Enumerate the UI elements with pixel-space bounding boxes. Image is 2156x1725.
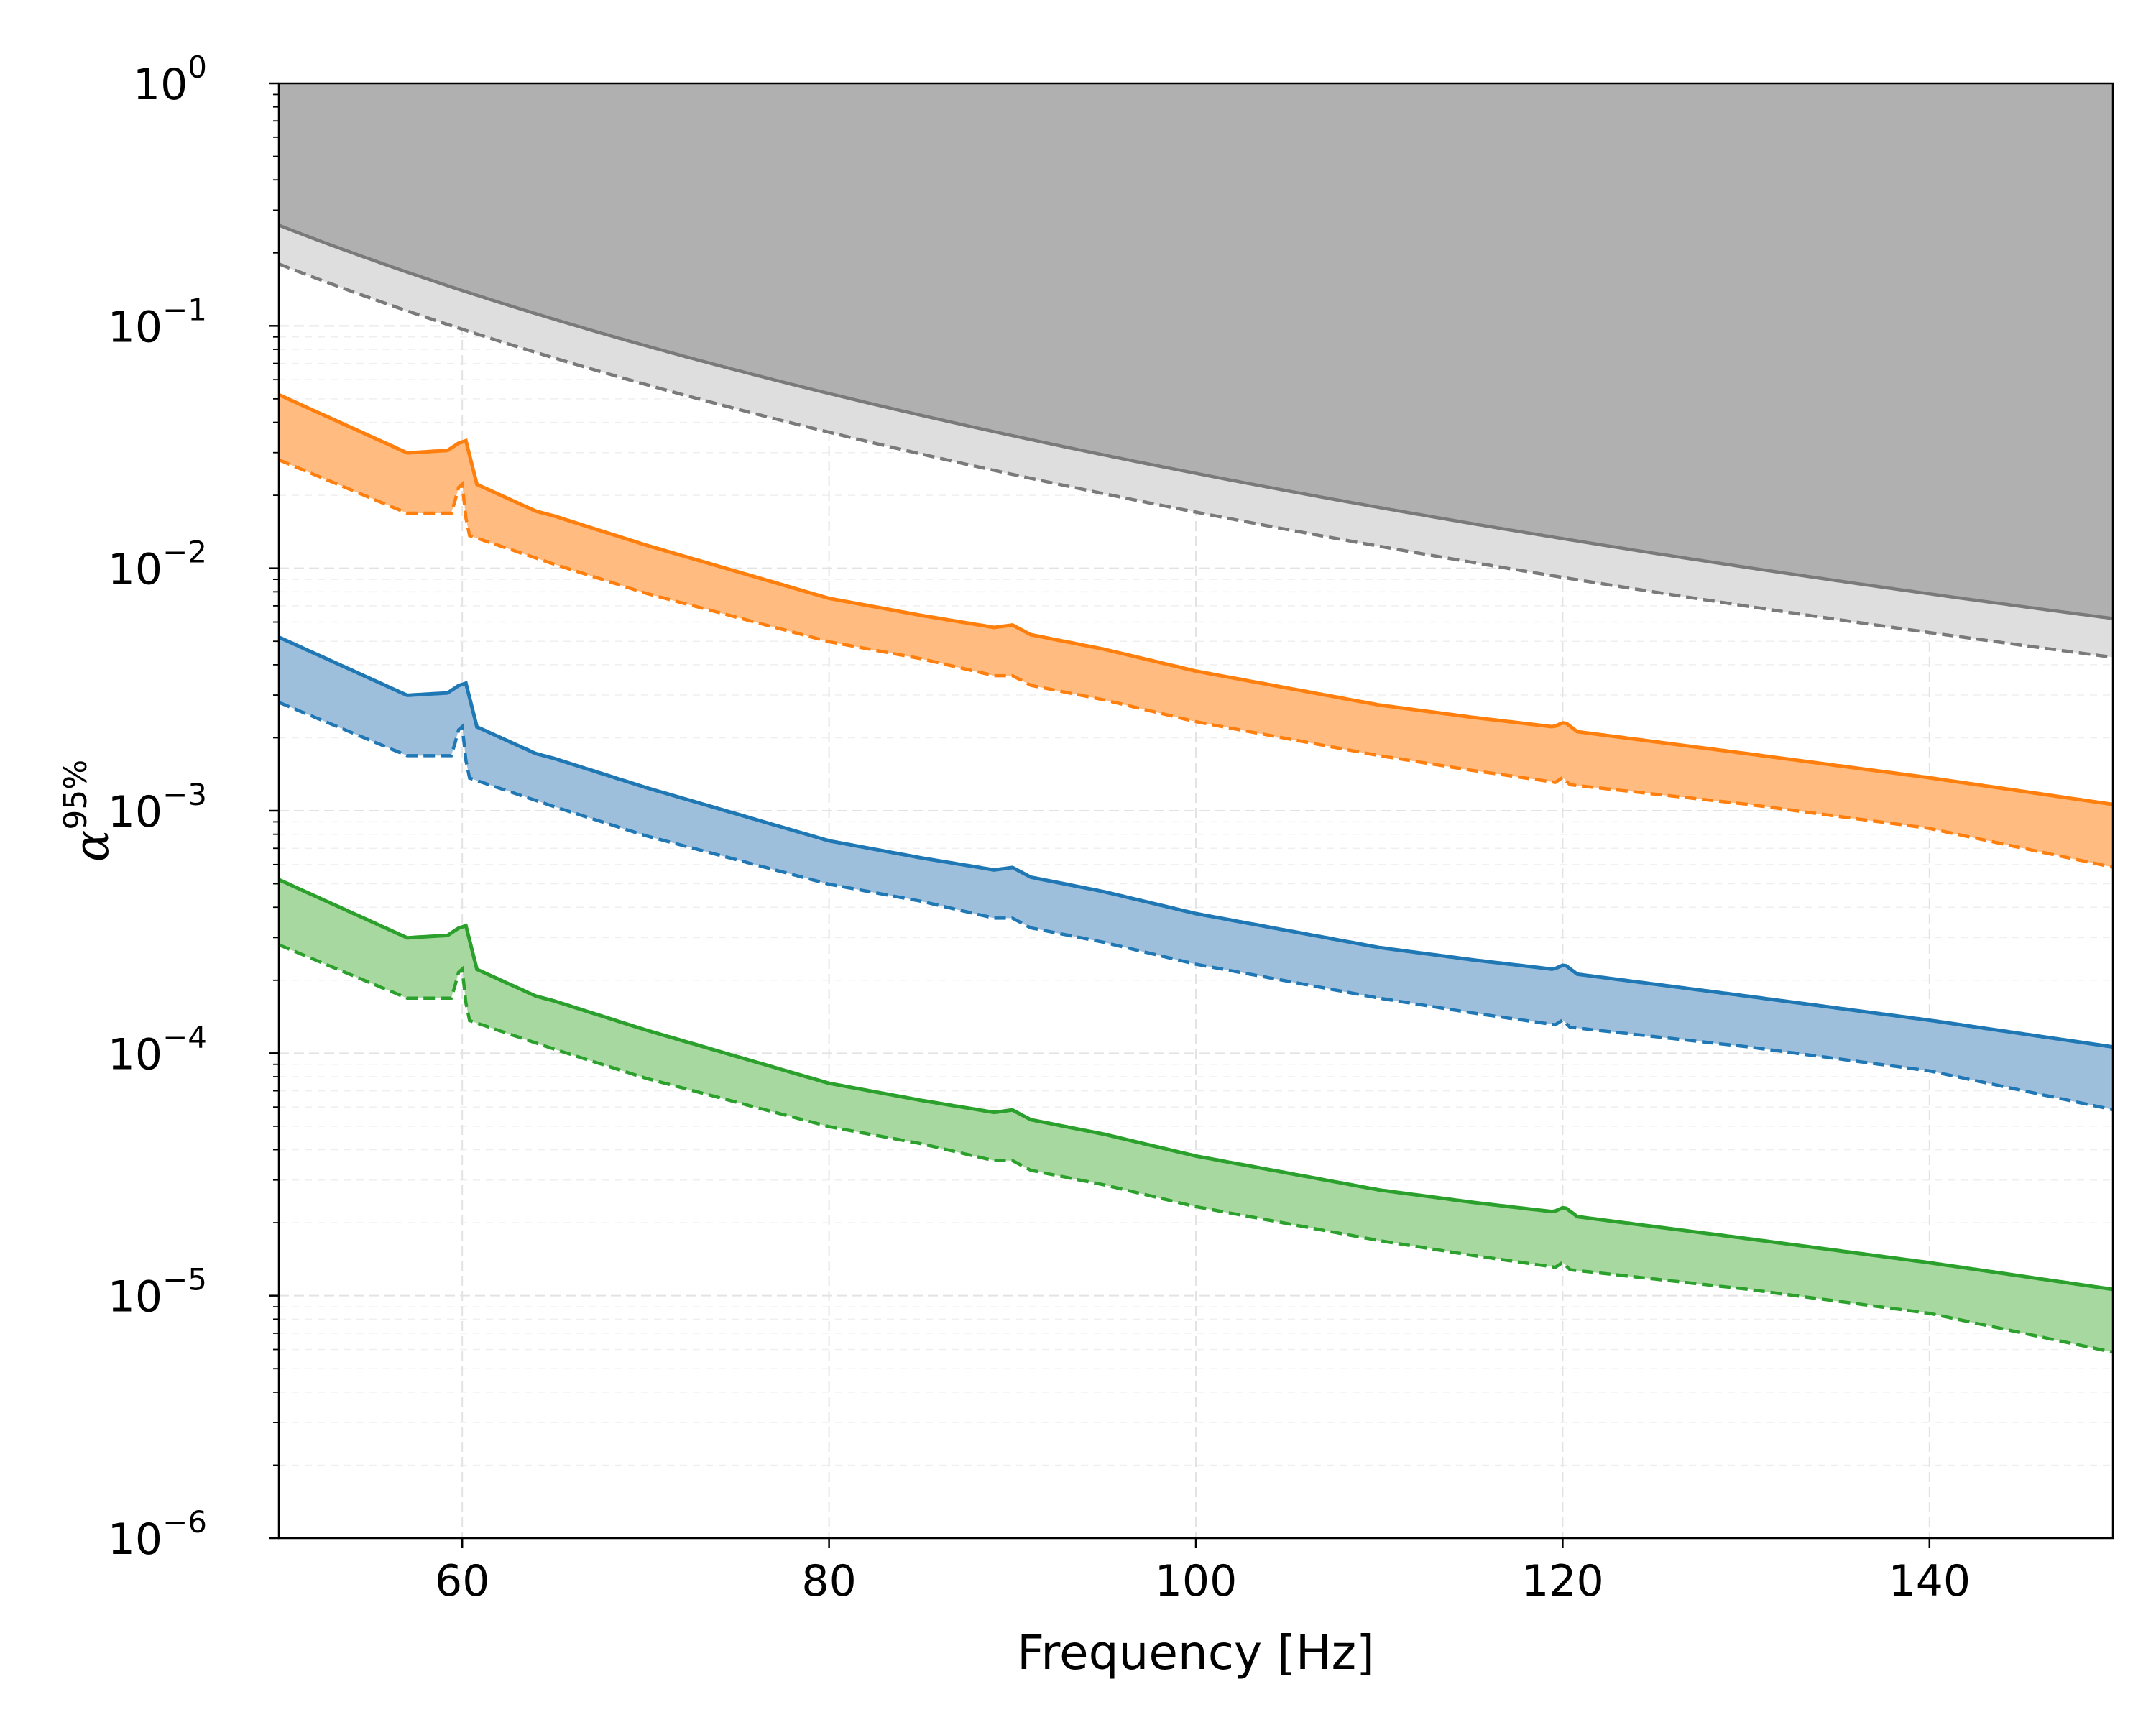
series-lower-line-orange — [278, 458, 2114, 869]
excluded-band — [279, 225, 2113, 658]
x-tick-label: 100 — [1155, 1556, 1238, 1606]
x-tick-label: 80 — [801, 1556, 856, 1606]
x-tick-label: 60 — [435, 1556, 489, 1606]
y-tick-label: 10−1 — [108, 292, 207, 352]
series-lower-line-blue — [278, 701, 2114, 1112]
y-tick-base: 10 — [108, 1029, 162, 1080]
series-upper-line-green — [277, 878, 2114, 1292]
y-tick-label: 10−4 — [108, 1019, 207, 1080]
y-tick-exponent: −6 — [162, 1504, 207, 1540]
excluded-region — [278, 83, 2114, 659]
series-group — [277, 392, 2114, 1354]
x-tick-label: 140 — [1889, 1556, 1971, 1606]
series-upper-line-orange — [277, 392, 2114, 806]
y-tick-base: 10 — [108, 545, 162, 595]
y-tick-base: 10 — [108, 787, 162, 837]
series-band-green — [279, 879, 2113, 1353]
y-tick-exponent: 0 — [188, 50, 207, 85]
excluded-dashed-edge — [278, 262, 2114, 659]
y-tick-exponent: −2 — [162, 535, 207, 570]
y-tick-label: 10−5 — [108, 1262, 207, 1322]
y-tick-base: 10 — [108, 1514, 162, 1565]
y-tick-label: 10−6 — [108, 1504, 207, 1565]
y-tick-exponent: −5 — [162, 1262, 207, 1297]
excluded-solid-edge — [278, 224, 2114, 620]
series-lower-line-green — [278, 943, 2114, 1354]
y-axis-label-sup: 95% — [57, 760, 94, 830]
series-band-blue — [279, 637, 2113, 1110]
y-tick-exponent: −3 — [162, 777, 207, 812]
excluded-area — [279, 83, 2113, 619]
x-tick-label: 120 — [1521, 1556, 1604, 1606]
y-tick-exponent: −1 — [162, 292, 207, 327]
y-tick-base: 10 — [133, 60, 188, 110]
series-band-orange — [279, 395, 2113, 868]
y-tick-base: 10 — [108, 1272, 162, 1322]
y-tick-exponent: −4 — [162, 1019, 207, 1054]
x-axis-label: Frequency [Hz] — [1017, 1625, 1375, 1680]
y-axis-label-base: α — [64, 830, 119, 862]
series-upper-line-blue — [277, 635, 2114, 1049]
y-tick-label: 100 — [133, 50, 207, 110]
y-tick-label: 10−3 — [108, 777, 207, 837]
y-tick-label: 10−2 — [108, 535, 207, 595]
y-axis-label: α95% — [57, 760, 119, 862]
y-tick-base: 10 — [108, 302, 162, 352]
